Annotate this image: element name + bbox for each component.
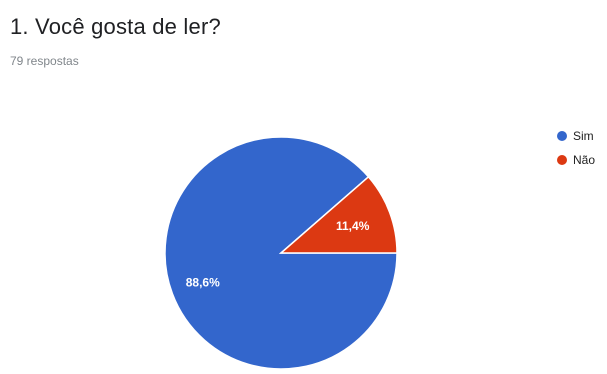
pie-slice-sim[interactable] <box>164 136 398 370</box>
slice-label-sim: 88,6% <box>186 275 220 289</box>
pie-slice-nao[interactable] <box>278 175 398 254</box>
legend-label-sim: Sim <box>573 129 594 143</box>
legend-item-sim[interactable]: Sim <box>557 124 595 148</box>
legend-swatch-nao <box>557 155 567 165</box>
legend-item-nao[interactable]: Não <box>557 148 595 172</box>
pie-slice-labels: 88,6% 11,4% <box>186 219 370 289</box>
chart-legend: Sim Não <box>557 124 595 172</box>
question-title: 1. Você gosta de ler? <box>10 14 221 39</box>
slice-label-nao: 11,4% <box>336 219 370 233</box>
response-count: 79 respostas <box>10 54 79 68</box>
pie-slices <box>164 136 398 370</box>
legend-label-nao: Não <box>573 153 596 167</box>
legend-swatch-sim <box>557 131 567 141</box>
